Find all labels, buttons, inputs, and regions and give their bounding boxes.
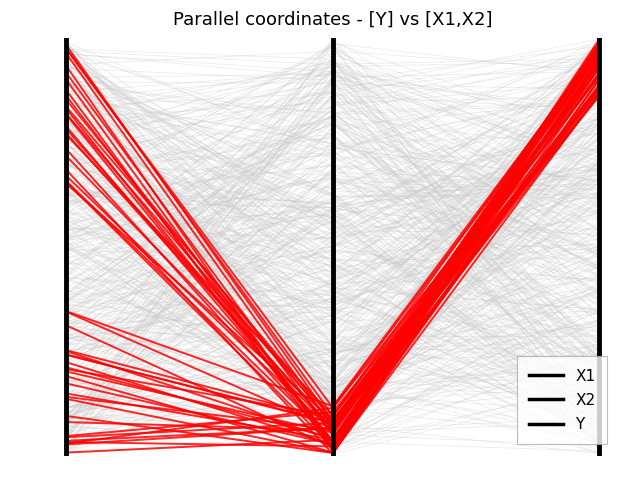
Legend: X1, X2, Y: X1, X2, Y	[517, 357, 607, 444]
Title: Parallel coordinates - [Y] vs [X1,X2]: Parallel coordinates - [Y] vs [X1,X2]	[173, 11, 493, 28]
